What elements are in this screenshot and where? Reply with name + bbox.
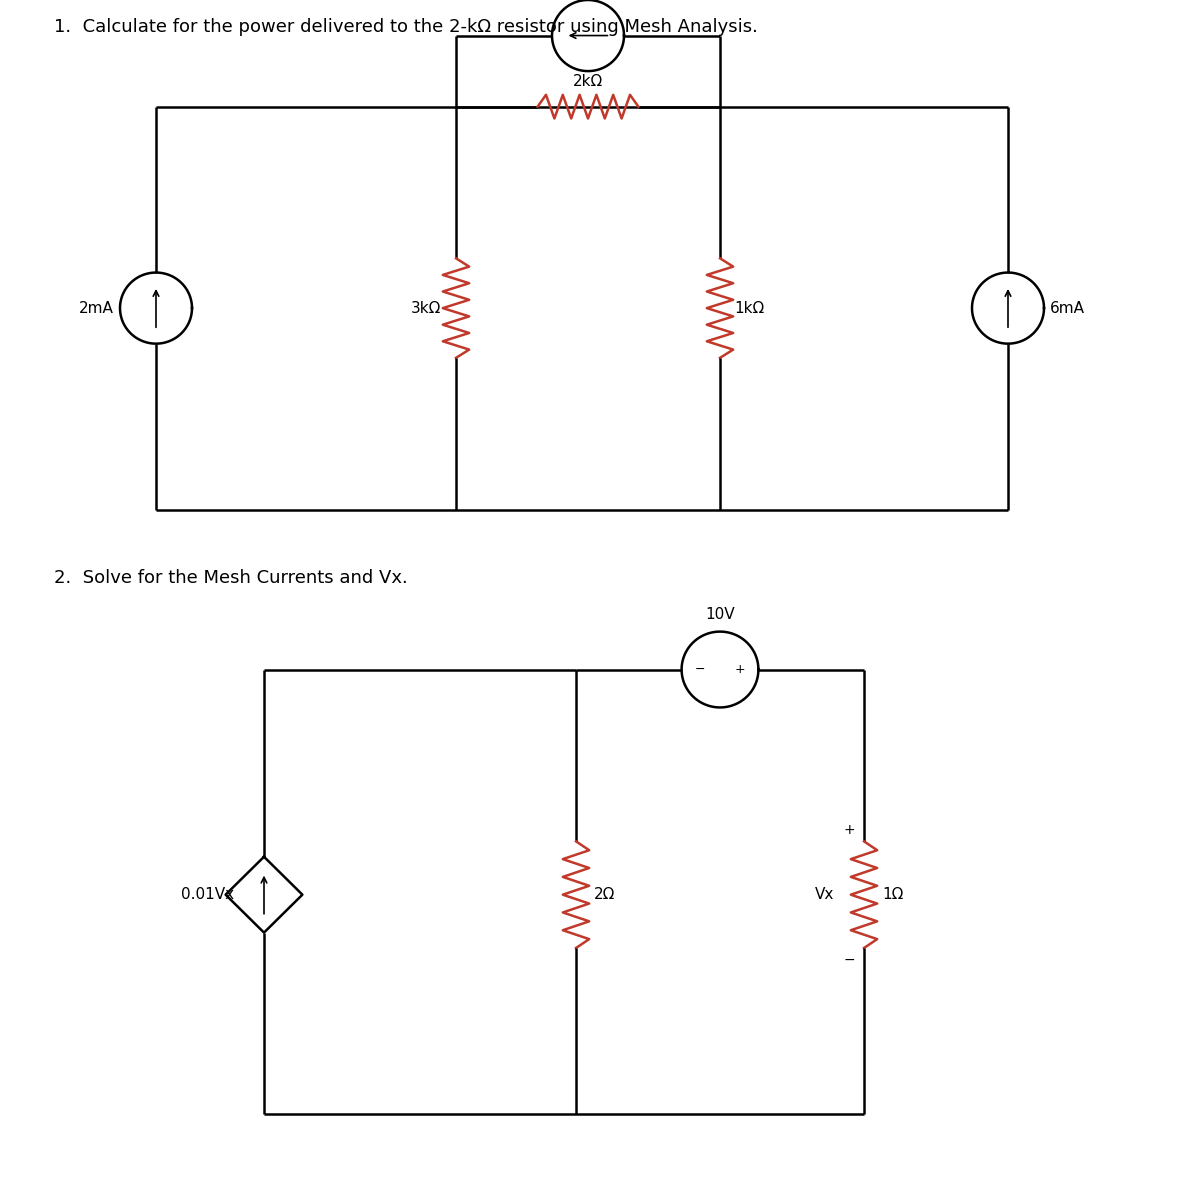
Text: +: + bbox=[734, 664, 745, 675]
Text: 10V: 10V bbox=[706, 607, 734, 622]
Text: 0.01Vx: 0.01Vx bbox=[181, 888, 234, 902]
Text: 2.  Solve for the Mesh Currents and Vx.: 2. Solve for the Mesh Currents and Vx. bbox=[54, 569, 408, 587]
Text: 2kΩ: 2kΩ bbox=[572, 73, 604, 89]
Text: 2mA: 2mA bbox=[79, 301, 114, 315]
Text: 1kΩ: 1kΩ bbox=[734, 301, 764, 315]
Text: Vx: Vx bbox=[815, 888, 834, 902]
Text: +: + bbox=[844, 822, 856, 837]
Text: 2Ω: 2Ω bbox=[594, 888, 616, 902]
Text: −: − bbox=[695, 664, 706, 675]
Text: 1Ω: 1Ω bbox=[882, 888, 904, 902]
Text: 1.  Calculate for the power delivered to the 2-kΩ resistor using Mesh Analysis.: 1. Calculate for the power delivered to … bbox=[54, 18, 758, 36]
Text: 3kΩ: 3kΩ bbox=[412, 301, 442, 315]
Text: −: − bbox=[844, 953, 856, 967]
Text: 6mA: 6mA bbox=[1050, 301, 1085, 315]
